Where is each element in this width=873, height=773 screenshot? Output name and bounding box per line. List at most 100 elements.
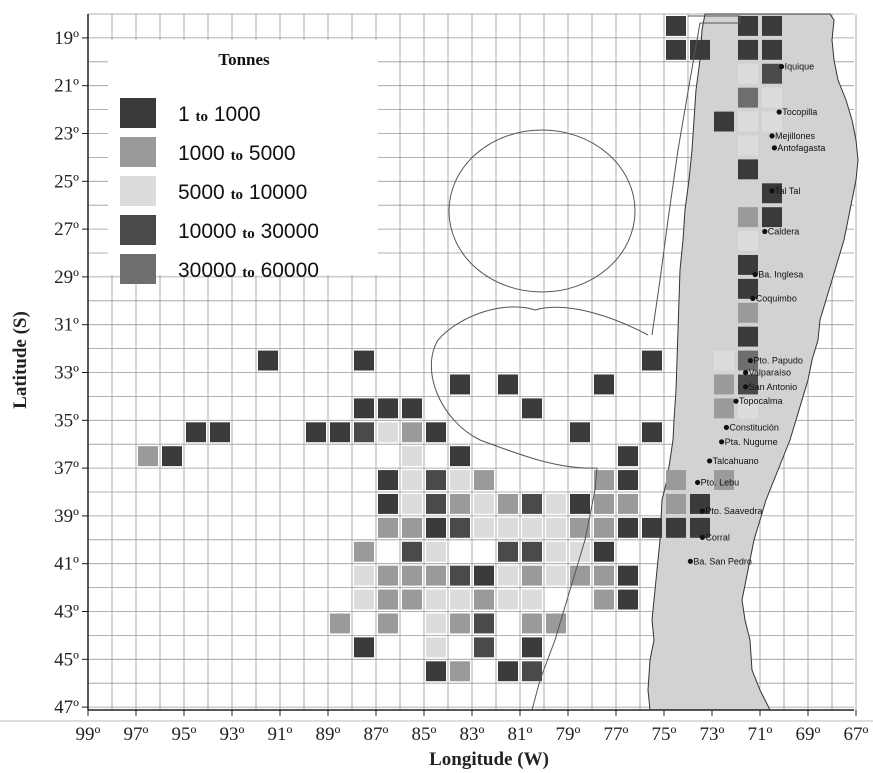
port-dot <box>699 534 706 541</box>
catch-cell <box>618 446 638 467</box>
catch-cell <box>618 470 638 490</box>
catch-cell <box>522 517 542 538</box>
port-dot <box>750 295 756 302</box>
eez-boundary <box>531 15 741 711</box>
catch-cell <box>738 16 758 36</box>
catch-cell <box>738 278 758 299</box>
legend: Tonnes 1 to 1000 1000 to 5000 5000 to 1000… <box>108 40 378 284</box>
port-label: Pto. Saavedra <box>705 506 762 516</box>
port-dot <box>707 458 713 464</box>
port-dot <box>695 479 701 486</box>
catch-cell <box>378 613 398 634</box>
port-markers: Iquique Tocopilla Mejillones Antofagasta Tal… <box>687 62 825 566</box>
catch-cell <box>594 541 614 562</box>
catch-cell <box>666 39 686 60</box>
catch-cell <box>378 589 398 610</box>
catch-cell <box>522 589 542 610</box>
y-tick-label: 27º <box>54 219 79 240</box>
survey-area-south <box>430 306 649 469</box>
catch-cell <box>450 470 470 490</box>
catch-cell <box>498 374 518 395</box>
port-label: Pto. Lebu <box>701 477 740 487</box>
catch-cell <box>402 517 422 538</box>
catch-cell <box>354 565 374 586</box>
catch-cell <box>402 446 422 467</box>
catch-cell <box>522 494 542 514</box>
legend-range-label: 10000 to 30000 <box>178 220 319 243</box>
catch-cell <box>450 613 470 634</box>
catch-cell <box>666 16 686 36</box>
catch-cell <box>570 517 590 538</box>
catch-cell <box>186 422 206 443</box>
catch-cell <box>738 135 758 156</box>
x-tick-label: 93º <box>220 724 245 745</box>
catch-cell <box>594 517 614 538</box>
x-tick-labels: 99º 97º 95º 93º 91º 89º 87º 85º 83º 81º 79º 77º 75º 7… <box>76 710 869 745</box>
legend-swatch <box>120 98 156 128</box>
survey-boundaries <box>430 15 741 711</box>
y-tick-label: 23º <box>54 124 79 145</box>
catch-cell <box>402 589 422 610</box>
catch-cell <box>258 350 278 371</box>
catch-cell <box>642 517 662 538</box>
catch-cell <box>594 589 614 610</box>
catch-cell <box>306 422 326 443</box>
catch-cell <box>690 517 710 538</box>
catch-cell <box>738 374 758 395</box>
port-label: Topocalma <box>739 396 783 406</box>
catch-cell <box>714 111 734 132</box>
catch-cell <box>594 494 614 514</box>
port-label: Coquimbo <box>756 293 797 303</box>
catch-cell <box>474 613 494 634</box>
catch-cell <box>402 398 422 419</box>
catch-cell <box>522 613 542 634</box>
catch-cell <box>450 517 470 538</box>
y-tick-labels: 19º 21º 23º 25º 27º 29º 31º 33º 35º 37º 39º 41º 43º 4… <box>54 28 88 718</box>
port-label: Caldera <box>768 226 800 236</box>
catch-cell <box>402 470 422 490</box>
x-tick-label: 73º <box>700 724 725 745</box>
catch-cell <box>450 494 470 514</box>
y-tick-label: 47º <box>54 697 79 718</box>
catch-cell <box>474 565 494 586</box>
port-label: Ba. Inglesa <box>758 270 803 280</box>
x-tick-label: 71º <box>748 724 773 745</box>
catch-cell <box>594 565 614 586</box>
catch-cell <box>762 16 782 36</box>
catch-cell <box>474 589 494 610</box>
catch-cell <box>450 565 470 586</box>
port-label: Antofagasta <box>777 143 825 153</box>
catch-cell <box>642 422 662 443</box>
catch-cell <box>426 565 446 586</box>
catch-cell <box>522 541 542 562</box>
x-tick-label: 95º <box>172 724 197 745</box>
catch-cell <box>570 422 590 443</box>
port-label: Tocopilla <box>782 107 817 117</box>
x-axis-label: Longitude (W) <box>429 749 549 770</box>
catch-cell <box>426 517 446 538</box>
port-dot <box>747 357 754 364</box>
catch-cell <box>426 613 446 634</box>
port-dot <box>723 424 730 431</box>
x-tick-label: 79º <box>556 724 581 745</box>
catch-cell <box>690 39 710 60</box>
catch-cell <box>666 494 686 514</box>
y-axis-label: Latitude (S) <box>10 311 31 409</box>
catch-cell <box>762 39 782 60</box>
catch-cell <box>330 613 350 634</box>
y-tick-label: 31º <box>54 315 79 336</box>
catch-cell <box>498 541 518 562</box>
catch-cell <box>474 470 494 490</box>
catch-cell <box>546 494 566 514</box>
port-dot <box>769 188 775 194</box>
catch-cell <box>378 494 398 514</box>
port-label: Pto. Papudo <box>753 356 803 366</box>
port-label: Corral <box>705 532 730 542</box>
catch-cell <box>378 565 398 586</box>
catch-cell <box>546 517 566 538</box>
catch-cell <box>594 470 614 490</box>
y-tick-label: 43º <box>54 602 79 623</box>
catch-cell <box>210 422 230 443</box>
x-tick-label: 91º <box>268 724 293 745</box>
x-tick-label: 87º <box>364 724 389 745</box>
